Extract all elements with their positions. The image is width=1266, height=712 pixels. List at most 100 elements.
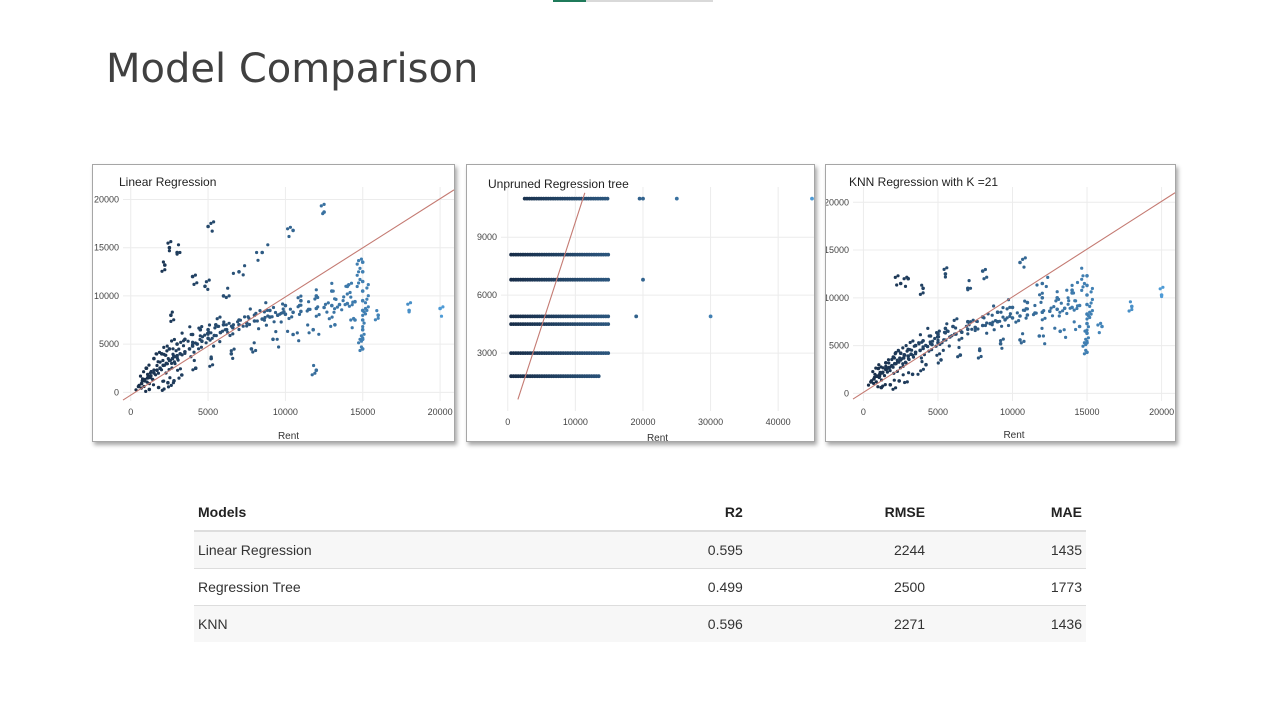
scatter-point [991,320,995,324]
x-tick-label: 20000 [1149,407,1174,417]
scatter-point [206,224,210,229]
scatter-point [312,363,316,368]
scatter-point [941,348,945,352]
scatter-point [1041,334,1045,338]
scatter-point [152,356,156,361]
scatter-point [291,332,295,337]
scatter-point [305,309,309,313]
scatter-point [906,357,911,361]
scatter-point [882,374,887,378]
table-row: Regression Tree 0.499 2500 1773 [194,568,1086,606]
scatter-point [331,289,335,293]
scatter-point [438,306,442,311]
scatter-point [322,305,326,310]
scatter-point [1072,308,1076,312]
scatter-point [208,338,212,342]
scatter-point [876,385,880,389]
scatter-point [349,295,353,299]
scatter-point [943,331,947,335]
scatter-point [892,378,896,382]
scatter-point [958,353,962,357]
scatter-point [1043,342,1047,346]
scatter-point [160,388,164,392]
scatter-point [1021,308,1025,312]
table-header-row: Models R2 RMSE MAE [194,494,1086,532]
scatter-point [362,310,366,314]
scatter-point [163,353,167,357]
scatter-point [674,196,679,201]
scatter-point [970,327,974,331]
scatter-point [891,387,895,391]
scatter-point [197,326,201,330]
scatter-point [905,349,909,353]
scatter-point [885,370,889,374]
scatter-point [147,387,152,392]
header-rmse: RMSE [746,494,930,532]
scatter-point [921,286,925,291]
scatter-point [917,342,921,346]
scatter-point [191,368,195,372]
scatter-point [214,334,218,338]
scatter-point [1018,314,1022,318]
scatter-point [879,365,883,369]
scatter-point [237,270,241,274]
scatter-point [210,336,214,340]
x-axis-label: Rent [278,431,299,442]
scatter-point [911,339,915,343]
scatter-point [1040,296,1045,300]
scatter-point [148,376,152,380]
scatter-point [904,344,908,348]
scatter-point [154,373,158,377]
scatter-point [166,385,171,389]
scatter-point [146,372,150,376]
scatter-point [142,370,146,374]
scatter-point [1066,296,1070,300]
scatter-point [162,345,166,349]
scatter-point [323,302,328,306]
scatter-point [314,368,319,372]
scatter-point [363,306,368,311]
cell-mae: 1435 [929,531,1086,569]
scatter-point [606,351,611,355]
scatter-point [167,249,171,253]
scatter-point [171,352,175,356]
scatter-point [352,316,356,321]
scatter-point [220,329,225,333]
scatter-point [156,371,160,375]
scatter-point [897,379,901,383]
scatter-point [985,331,989,335]
scatter-point [927,334,931,338]
scatter-point [1062,328,1066,332]
scatter-point [606,277,611,282]
table-row: Linear Regression 0.595 2244 1435 [194,531,1086,569]
scatter-point [945,322,949,326]
scatter-point [169,383,173,387]
scatter-point [976,356,980,360]
scatter-point [345,292,349,296]
scatter-point [231,356,235,360]
scatter-point [337,302,342,307]
scatter-point [1031,313,1036,317]
scatter-point [224,295,228,300]
scatter-point [270,315,274,319]
scatter-point [254,311,258,315]
scatter-point [266,243,270,247]
scatter-point [1075,304,1080,308]
y-tick-label: 5000 [829,341,849,351]
scatter-point [952,318,956,322]
chart-regression-tree-svg: Unpruned Regression tree 0 10000 20000 30000… [477,177,814,443]
scatter-point [192,282,196,286]
scatter-point [290,315,294,319]
scatter-point [255,250,259,255]
scatter-point [212,220,216,224]
chart-title: Linear Regression [119,175,216,189]
scatter-point [888,369,892,373]
x-tick-label: 0 [128,407,133,417]
scatter-point [905,380,909,384]
scatter-point [924,362,928,367]
scatter-point [1085,317,1089,321]
scatter-point [198,334,202,338]
scatter-point [287,316,291,321]
scatter-point [332,310,336,314]
scatter-point [916,372,920,376]
